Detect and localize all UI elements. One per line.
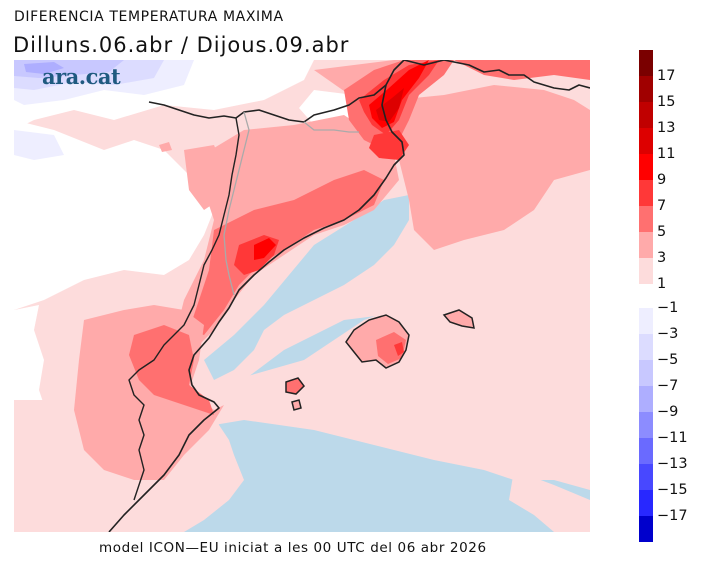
model-caption: model ICON—EU iniciat a les 00 UTC del 0… <box>99 540 487 556</box>
anomaly-area-5to7 <box>129 325 214 415</box>
anomaly-area-7to9 <box>394 342 404 356</box>
island-formentera <box>292 400 301 410</box>
anomaly-area-11to13 <box>376 88 404 122</box>
legend-swatch-neg-4 <box>639 412 653 438</box>
anomaly-area-3to5 <box>394 85 590 250</box>
legend-tick-label: 5 <box>657 224 667 240</box>
legend-tick-label: 11 <box>657 146 676 162</box>
legend-swatch-neg-5 <box>639 438 653 464</box>
legend-swatch-pos-8 <box>639 258 653 284</box>
legend-tick-label: −9 <box>657 404 679 420</box>
legend-tick-label: −17 <box>657 508 688 524</box>
anomaly-area-neutral <box>14 120 214 310</box>
legend-swatch-neg-6 <box>639 464 653 490</box>
legend-swatch-neg-3 <box>639 386 653 412</box>
anomaly-area-neg1 <box>14 130 64 160</box>
island-menorca <box>444 310 474 328</box>
coastline-mallorca <box>345 314 410 369</box>
anomaly-area-5to7 <box>376 332 406 364</box>
legend-tick-label: 9 <box>657 172 667 188</box>
legend-tick-label: 7 <box>657 198 667 214</box>
legend-swatch-pos-2 <box>639 102 653 128</box>
legend-tick-label: −11 <box>657 430 688 446</box>
legend-swatch-neg-7 <box>639 490 653 516</box>
border-internal <box>223 111 250 296</box>
coastline-france <box>403 60 590 91</box>
legend-swatch-pos-7 <box>639 232 653 258</box>
legend-swatch-pos-6 <box>639 206 653 232</box>
anomaly-area-5to7 <box>454 60 590 80</box>
sea-area <box>204 195 409 380</box>
legend-swatch-neg-1 <box>639 334 653 360</box>
legend-tick-label: 15 <box>657 94 676 110</box>
date-range-subtitle: Dilluns.06.abr / Dijous.09.abr <box>13 33 350 57</box>
legend-tick-label: 1 <box>657 276 667 292</box>
coastline-ibiza <box>285 377 305 395</box>
anomaly-area-1to3 <box>174 265 590 490</box>
anomaly-area-neg7 <box>24 62 64 74</box>
legend-swatch-neg-0 <box>639 308 653 334</box>
border-aragon-catalonia-valencia <box>128 117 240 501</box>
ara-cat-logo: ara.cat <box>42 64 121 89</box>
legend-tick-label: −1 <box>657 300 679 316</box>
legend-tick-label: −3 <box>657 326 679 342</box>
anomaly-area-1to3 <box>509 470 590 532</box>
temperature-difference-map <box>14 60 590 532</box>
legend-tick-label: 3 <box>657 250 667 266</box>
legend-tick-label: −7 <box>657 378 679 394</box>
chart-title: DIFERENCIA TEMPERATURA MAXIMA <box>14 9 284 25</box>
legend-tick-label: −13 <box>657 456 688 472</box>
coastline-menorca <box>442 309 475 329</box>
legend-tick-label: −15 <box>657 482 688 498</box>
border-france-spain <box>148 60 405 123</box>
anomaly-area-5to7 <box>189 170 384 335</box>
legend-tick-label: −5 <box>657 352 679 368</box>
legend-swatch-pos-3 <box>639 128 653 154</box>
anomaly-area-3to5 <box>159 142 172 152</box>
border-internal <box>303 121 359 133</box>
map-canvas <box>14 60 590 532</box>
legend-tick-label: 17 <box>657 68 676 84</box>
anomaly-area-7to9 <box>369 130 409 160</box>
legend-swatch-neg-8 <box>639 516 653 542</box>
legend-swatch-pos-1 <box>639 76 653 102</box>
anomaly-area-3to5 <box>184 145 224 210</box>
coastline-formentera <box>291 399 302 411</box>
coastline-iberia <box>108 84 405 532</box>
legend-swatch-pos-4 <box>639 154 653 180</box>
anomaly-area-9to11 <box>254 238 276 260</box>
legend-swatch-pos-5 <box>639 180 653 206</box>
legend-swatch-neg-2 <box>639 360 653 386</box>
legend-tick-label: 13 <box>657 120 676 136</box>
legend-swatch-pos-0 <box>639 50 653 76</box>
